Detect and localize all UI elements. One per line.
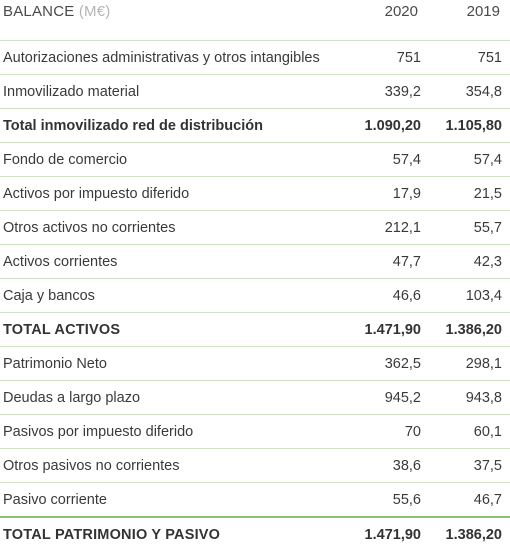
table-row: Pasivo corriente 55,6 46,7 <box>0 482 510 516</box>
value-2019: 1.386,20 <box>445 322 502 338</box>
value-2020: 1.090,20 <box>364 118 421 134</box>
value-2019: 943,8 <box>465 390 502 406</box>
table-body: Autorizaciones administrativas y otros i… <box>0 40 510 550</box>
table-row: Deudas a largo plazo 945,2 943,8 <box>0 380 510 414</box>
row-label: Pasivos por impuesto diferido <box>3 424 194 440</box>
value-2020: 70 <box>404 424 421 440</box>
value-2020: 55,6 <box>392 492 421 508</box>
table-row: Fondo de comercio 57,4 57,4 <box>0 142 510 176</box>
table-title: BALANCE (M€) <box>3 3 110 20</box>
value-2020: 1.471,90 <box>364 322 421 338</box>
value-2020: 1.471,90 <box>364 527 421 543</box>
table-row: Inmovilizado material 339,2 354,8 <box>0 74 510 108</box>
value-2020: 17,9 <box>392 186 421 202</box>
value-2020: 945,2 <box>384 390 421 406</box>
value-2020: 46,6 <box>392 288 421 304</box>
value-2019: 103,4 <box>465 288 502 304</box>
row-label: Otros activos no corrientes <box>3 220 176 236</box>
row-label: Pasivo corriente <box>3 492 107 508</box>
value-2020: 751 <box>396 50 421 66</box>
row-label: TOTAL ACTIVOS <box>3 322 121 338</box>
row-label: Patrimonio Neto <box>3 356 107 372</box>
row-label: Autorizaciones administrativas y otros i… <box>3 50 320 66</box>
title-text: BALANCE <box>3 3 75 20</box>
grand-total-row: TOTAL PATRIMONIO Y PASIVO 1.471,90 1.386,2… <box>0 516 510 550</box>
value-2019: 21,5 <box>473 186 502 202</box>
value-2019: 298,1 <box>465 356 502 372</box>
value-2019: 42,3 <box>473 254 502 270</box>
table-row: Patrimonio Neto 362,5 298,1 <box>0 346 510 380</box>
title-unit: (M€) <box>78 3 111 20</box>
value-2019: 55,7 <box>473 220 502 236</box>
value-2020: 38,6 <box>392 458 421 474</box>
value-2019: 1.386,20 <box>445 527 502 543</box>
value-2020: 57,4 <box>392 152 421 168</box>
value-2019: 46,7 <box>473 492 502 508</box>
row-label: Activos por impuesto diferido <box>3 186 190 202</box>
value-2020: 47,7 <box>392 254 421 270</box>
row-label: Activos corrientes <box>3 254 118 270</box>
value-2019: 37,5 <box>473 458 502 474</box>
value-2020: 212,1 <box>384 220 421 236</box>
row-label: Deudas a largo plazo <box>3 390 141 406</box>
table-row: Pasivos por impuesto diferido 70 60,1 <box>0 414 510 448</box>
table-row: Activos por impuesto diferido 17,9 21,5 <box>0 176 510 210</box>
value-2019: 751 <box>477 50 502 66</box>
row-label: Inmovilizado material <box>3 84 140 100</box>
row-label: Otros pasivos no corrientes <box>3 458 180 474</box>
value-2020: 362,5 <box>384 356 421 372</box>
total-row: TOTAL ACTIVOS 1.471,90 1.386,20 <box>0 312 510 346</box>
column-header-2020: 2020 <box>384 3 418 20</box>
table-row: Otros activos no corrientes 212,1 55,7 <box>0 210 510 244</box>
total-row: Total inmovilizado red de distribución 1.… <box>0 108 510 142</box>
table-row: Activos corrientes 47,7 42,3 <box>0 244 510 278</box>
table-row: Otros pasivos no corrientes 38,6 37,5 <box>0 448 510 482</box>
row-label: TOTAL PATRIMONIO Y PASIVO <box>3 527 221 543</box>
row-label: Caja y bancos <box>3 288 95 304</box>
row-label: Total inmovilizado red de distribución <box>3 118 263 134</box>
table-header: BALANCE (M€) 2020 2019 <box>0 0 510 26</box>
value-2019: 354,8 <box>465 84 502 100</box>
value-2020: 339,2 <box>384 84 421 100</box>
table-row: Caja y bancos 46,6 103,4 <box>0 278 510 312</box>
value-2019: 60,1 <box>473 424 502 440</box>
row-label: Fondo de comercio <box>3 152 128 168</box>
column-header-2019: 2019 <box>466 3 500 20</box>
value-2019: 1.105,80 <box>445 118 502 134</box>
value-2019: 57,4 <box>473 152 502 168</box>
table-row: Autorizaciones administrativas y otros i… <box>0 40 510 74</box>
